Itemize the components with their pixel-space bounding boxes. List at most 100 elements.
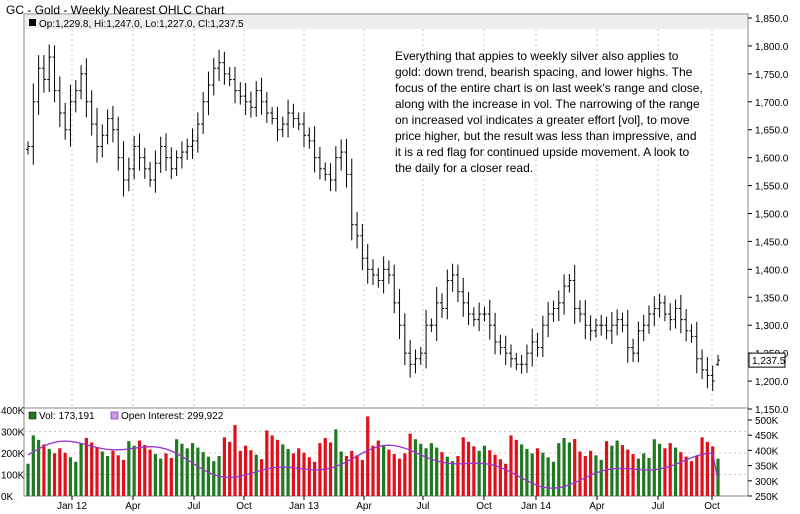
x-tick-label: Jan 14 — [521, 501, 551, 512]
volume-bar — [350, 450, 354, 496]
volume-bar — [408, 433, 412, 496]
volume-bar — [392, 454, 396, 496]
volume-bar — [620, 445, 625, 496]
volume-legend-marker — [28, 411, 37, 420]
ohlc-readout-bar — [25, 15, 747, 29]
volume-bar — [222, 437, 226, 496]
price-tick-label: 1,450.0 — [755, 237, 789, 248]
price-tick-label: 1,400.0 — [755, 265, 789, 276]
oi-legend: Open Interest: 299,922 — [121, 411, 224, 422]
volume-bar — [366, 416, 370, 496]
volume-bar — [498, 459, 502, 496]
volume-bar — [259, 459, 264, 496]
volume-bar — [387, 449, 391, 496]
volume-bar — [451, 461, 455, 496]
volume-bar — [63, 452, 67, 496]
volume-bar — [578, 451, 582, 496]
volume-bar — [286, 448, 290, 496]
volume-bar — [658, 443, 662, 496]
price-tick-label: 1,300.0 — [755, 321, 789, 332]
volume-bar — [42, 444, 46, 496]
volume-bar — [190, 443, 195, 496]
volume-bar — [509, 435, 513, 496]
volume-bar — [541, 452, 545, 496]
price-tick-label: 1,700.0 — [755, 98, 789, 109]
volume-bar — [663, 448, 667, 496]
volume-bar — [456, 456, 460, 496]
volume-bar — [636, 458, 640, 496]
price-tick-label: 1,200.0 — [755, 377, 789, 388]
price-tick-label: 1,750.0 — [755, 70, 789, 81]
volume-bar — [291, 453, 295, 496]
volume-bar — [477, 450, 481, 496]
volume-bar — [525, 448, 529, 496]
volume-legend: Vol: 173,191 — [39, 411, 95, 422]
volume-bar — [647, 457, 651, 496]
volume-bar — [705, 441, 709, 496]
volume-bar — [466, 441, 471, 496]
volume-bar — [116, 455, 120, 496]
volume-bar — [567, 442, 571, 496]
volume-bar — [212, 461, 216, 496]
x-tick-label: Jan 13 — [289, 501, 319, 512]
volume-bar — [164, 453, 168, 496]
volume-bar — [137, 440, 142, 496]
volume-bar — [201, 452, 205, 496]
volume-bar — [711, 446, 715, 496]
volume-bar — [58, 448, 62, 496]
volume-bar — [626, 449, 630, 496]
volume-bar — [127, 441, 131, 496]
x-tick-label: Jul — [417, 501, 430, 512]
volume-tick-label: 300K — [1, 428, 25, 439]
volume-bar — [153, 454, 157, 496]
price-tick-label: 1,550.0 — [755, 182, 789, 193]
volume-bar — [323, 437, 327, 496]
oi-tick-label: 350K — [755, 462, 779, 473]
x-tick-label: Apr — [589, 501, 605, 512]
volume-bar — [397, 458, 402, 496]
volume-bar — [132, 445, 136, 496]
volume-bar — [143, 445, 147, 496]
volume-bar — [604, 441, 609, 496]
volume-bar — [589, 450, 593, 496]
oi-tick-label: 250K — [755, 492, 779, 503]
volume-bar — [429, 443, 433, 496]
volume-bar — [74, 461, 78, 496]
volume-bar — [100, 451, 104, 496]
x-tick-label: Oct — [476, 501, 492, 512]
volume-bar — [111, 450, 115, 496]
volume-bar — [328, 442, 333, 496]
volume-tick-label: 100K — [1, 471, 25, 482]
x-tick-label: Oct — [236, 501, 252, 512]
chart-title: GC - Gold - Weekly Nearest OHLC Chart — [6, 3, 225, 17]
volume-bar — [68, 457, 73, 496]
last-price-label: 1,237.5 — [752, 356, 786, 367]
volume-bar — [700, 437, 704, 496]
volume-bar — [376, 440, 380, 496]
volume-bar — [557, 443, 561, 496]
volume-bar — [175, 439, 179, 496]
volume-bar — [440, 452, 444, 496]
volume-bar — [689, 461, 694, 496]
x-tick-label: Jul — [188, 501, 201, 512]
volume-bar — [695, 456, 699, 496]
oi-legend-marker — [110, 411, 119, 420]
volume-bar — [228, 441, 232, 496]
volume-bar — [84, 437, 88, 496]
volume-bar — [583, 456, 587, 496]
volume-bar — [270, 435, 274, 496]
volume-bar — [514, 439, 518, 496]
volume-bar — [281, 444, 285, 496]
volume-bar — [684, 456, 688, 496]
volume-bar — [339, 451, 343, 496]
volume-bar — [26, 463, 30, 496]
annotation-text: Everything that appies to weekly silver … — [395, 49, 703, 175]
price-tick-label: 1,500.0 — [755, 210, 789, 221]
volume-bar — [121, 459, 126, 496]
volume-bar — [445, 456, 449, 496]
volume-bar — [196, 447, 200, 496]
volume-bar — [344, 456, 349, 496]
price-tick-label: 1,350.0 — [755, 293, 789, 304]
price-tick-label: 1,650.0 — [755, 126, 789, 137]
volume-bar — [302, 452, 306, 496]
